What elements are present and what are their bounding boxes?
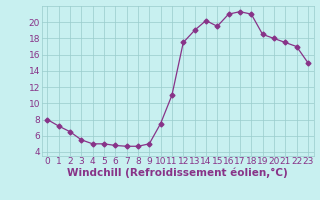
X-axis label: Windchill (Refroidissement éolien,°C): Windchill (Refroidissement éolien,°C) [67, 168, 288, 178]
